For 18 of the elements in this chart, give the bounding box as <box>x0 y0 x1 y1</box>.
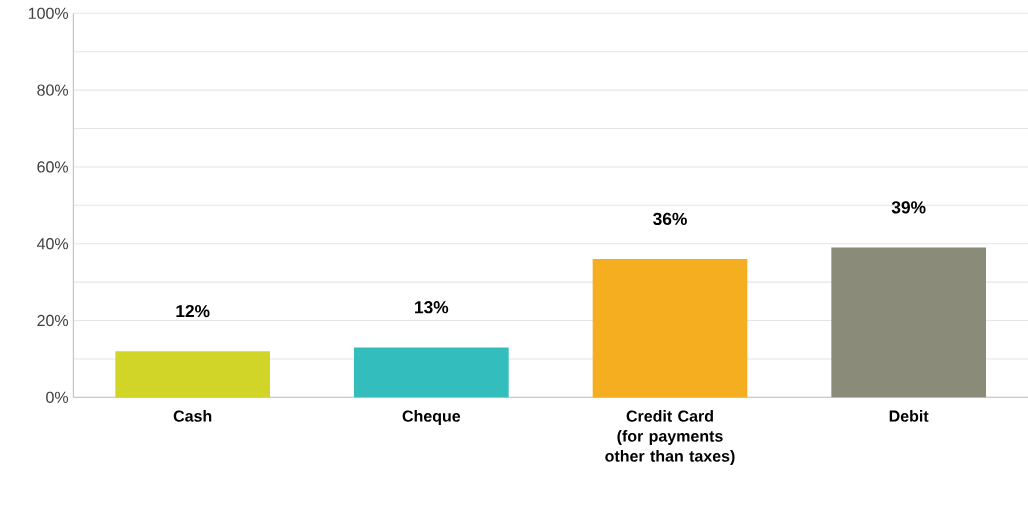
data-label: 12% <box>176 304 210 318</box>
y-tick-label: 40% <box>36 238 69 250</box>
data-label: 13% <box>415 301 449 314</box>
data-label: 39% <box>891 201 926 214</box>
y-tick-label: 80% <box>37 84 69 96</box>
y-tick-label: 0% <box>46 391 69 403</box>
x-tick-label: Credit Card (for payments other than taxes) <box>605 410 735 465</box>
y-tick-label: 60% <box>37 161 69 173</box>
x-tick-label: Cheque <box>402 410 461 425</box>
x-tick-label: Debit <box>889 410 929 422</box>
bar <box>831 247 986 398</box>
y-tick-label: 20% <box>37 314 69 327</box>
bar <box>115 351 271 398</box>
bar <box>354 347 509 398</box>
x-tick-label: Cash <box>173 410 212 422</box>
bar <box>592 259 748 398</box>
y-tick-label: 100% <box>28 7 69 19</box>
data-label: 36% <box>653 212 687 226</box>
